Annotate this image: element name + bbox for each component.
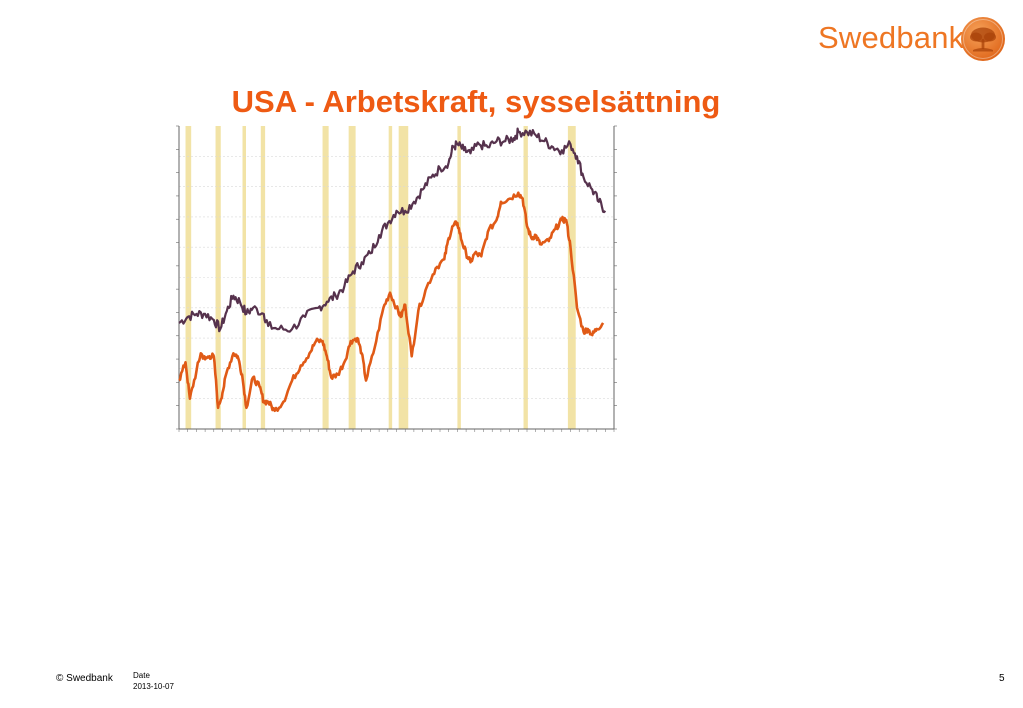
chart-svg <box>176 125 617 432</box>
recession-band <box>322 126 329 429</box>
footer-date-label: Date <box>133 671 150 680</box>
series-line <box>178 191 605 413</box>
chart <box>170 122 650 484</box>
brand-name: Swedbank <box>818 20 965 55</box>
footer-copyright: © Swedbank <box>56 673 113 684</box>
recession-band <box>215 126 221 429</box>
slide-title: USA - Arbetskraft, sysselsättning <box>231 84 721 119</box>
recession-band <box>388 126 393 429</box>
recession-band <box>260 126 266 429</box>
series-line <box>178 127 607 333</box>
oak-tree-seal-icon <box>961 17 1005 61</box>
swedbank-logo: Swedbank <box>818 14 1010 62</box>
page-number: 5 <box>999 673 1005 684</box>
footer-date: 2013-10-07 <box>133 682 174 691</box>
recession-band <box>523 126 528 429</box>
